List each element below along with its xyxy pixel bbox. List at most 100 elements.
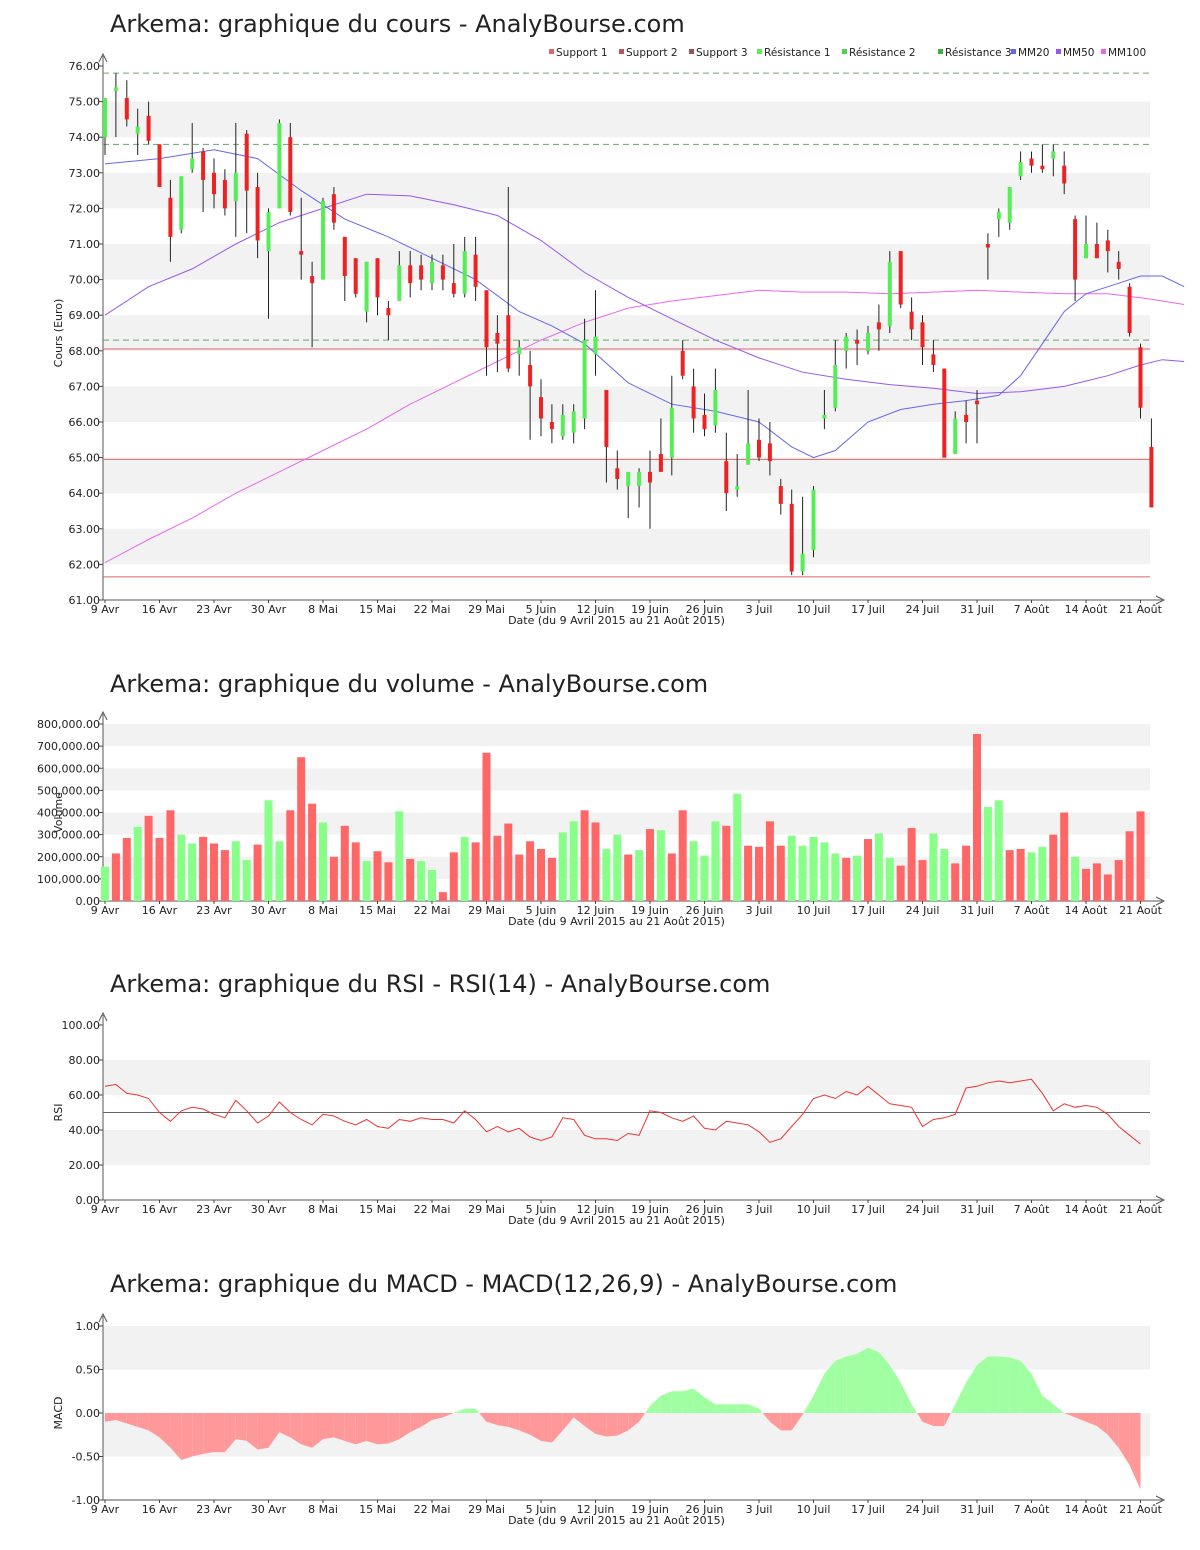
- macd-area-segment: [1031, 1373, 1043, 1413]
- candle-body: [800, 553, 805, 572]
- candle-body: [440, 265, 445, 280]
- macd-chart-title: Arkema: graphique du MACD - MACD(12,26,9…: [110, 1270, 898, 1298]
- candle-body: [953, 418, 958, 455]
- macd-area-segment: [530, 1413, 541, 1441]
- price-y-tick-label: 61.00: [69, 594, 101, 607]
- rsi-y-tick-label: 80.00: [69, 1054, 101, 1067]
- macd-area-segment: [235, 1413, 247, 1441]
- macd-y-axis-arrow: [98, 1312, 108, 1323]
- volume-bar: [210, 843, 218, 901]
- rsi-y-tick-label: 60.00: [69, 1089, 101, 1102]
- legend-swatch: [689, 49, 694, 54]
- volume-bar: [111, 853, 120, 901]
- macd-x-tick-label: 31 Juil: [960, 1503, 994, 1516]
- volume-x-tick-label: 10 Juil: [797, 904, 831, 917]
- macd-area-segment: [933, 1413, 945, 1427]
- rsi-x-tick-label: 5 Juin: [526, 1203, 557, 1216]
- macd-area-segment: [486, 1413, 498, 1426]
- candle-body: [299, 251, 304, 255]
- volume-bar: [1005, 850, 1014, 901]
- legend-entry: Résistance 3: [945, 47, 1012, 59]
- volume-grid-band: [103, 812, 1150, 835]
- candle-body: [1127, 286, 1132, 333]
- candle-body: [724, 461, 729, 494]
- macd-area-segment: [1075, 1413, 1086, 1422]
- volume-grid-band: [103, 724, 1150, 747]
- candle-body: [866, 333, 870, 351]
- price-grid-band: [103, 386, 1150, 422]
- volume-bar: [406, 858, 415, 901]
- volume-grid-band: [103, 768, 1150, 791]
- macd-area-segment: [857, 1347, 868, 1413]
- volume-bar: [776, 845, 785, 901]
- volume-bar: [864, 839, 872, 901]
- volume-y-tick-label: 500,000.00: [37, 784, 100, 797]
- price-y-tick-label: 73.00: [69, 167, 101, 180]
- price-x-tick-label: 12 Juin: [577, 603, 615, 616]
- macd-area-segment: [922, 1413, 934, 1427]
- volume-bar: [177, 834, 186, 901]
- macd-area-segment: [584, 1413, 596, 1434]
- candle-body: [637, 471, 642, 487]
- macd-area-segment: [762, 1413, 770, 1422]
- volume-bar: [417, 861, 426, 901]
- candle-body: [321, 201, 325, 280]
- rsi-x-tick-label: 10 Juil: [797, 1203, 831, 1216]
- macd-area-segment: [1020, 1360, 1032, 1413]
- rsi-y-axis-label: RSI: [52, 1104, 65, 1122]
- price-x-tick-label: 30 Avr: [251, 603, 287, 616]
- candle-body: [113, 87, 118, 91]
- volume-bar: [537, 849, 545, 901]
- macd-x-tick-label: 23 Avr: [196, 1503, 232, 1516]
- macd-area-segment: [966, 1365, 977, 1413]
- legend-swatch: [938, 49, 943, 54]
- volume-bar: [646, 829, 654, 901]
- macd-area-segment: [715, 1404, 727, 1413]
- candle-body: [669, 407, 674, 458]
- macd-grid-band: [103, 1326, 1150, 1370]
- macd-x-tick-label: 24 Juil: [906, 1503, 940, 1516]
- candle-body: [1138, 347, 1143, 408]
- macd-area-segment: [1009, 1357, 1021, 1413]
- volume-y-tick-label: 0.00: [76, 895, 101, 908]
- macd-area-segment: [279, 1413, 291, 1438]
- volume-y-tick-label: 800,000.00: [37, 718, 100, 731]
- candle-body: [277, 122, 282, 209]
- volume-bar: [438, 892, 447, 901]
- volume-bar: [635, 850, 644, 901]
- volume-bar: [624, 854, 633, 901]
- macd-area-segment: [410, 1413, 422, 1433]
- price-grid-band: [103, 528, 1150, 565]
- macd-x-tick-label: 22 Mai: [414, 1503, 451, 1516]
- volume-bar: [242, 860, 251, 901]
- volume-bar: [275, 841, 284, 901]
- volume-x-tick-label: 30 Avr: [251, 904, 287, 917]
- macd-area-segment: [878, 1352, 890, 1413]
- macd-area-segment: [813, 1373, 825, 1413]
- candle-body: [855, 340, 860, 344]
- rsi-chart-title: Arkema: graphique du RSI - RSI(14) - Ana…: [110, 970, 771, 998]
- volume-bar: [689, 841, 698, 901]
- macd-area-segment: [917, 1413, 923, 1422]
- volume-bar: [580, 810, 589, 901]
- macd-area-segment: [628, 1413, 640, 1431]
- macd-area-segment: [639, 1413, 646, 1422]
- price-y-tick-label: 70.00: [69, 274, 101, 287]
- macd-x-tick-label: 16 Avr: [142, 1503, 178, 1516]
- macd-area-segment: [780, 1413, 792, 1431]
- volume-bar: [973, 733, 981, 901]
- legend-swatch: [842, 49, 847, 54]
- price-x-tick-label: 21 Août: [1119, 603, 1163, 616]
- macd-area-segment: [475, 1408, 480, 1413]
- volume-bar: [722, 825, 731, 901]
- legend-swatch: [619, 49, 624, 54]
- price-y-tick-label: 66.00: [69, 416, 101, 429]
- legend-swatch: [1056, 49, 1061, 54]
- macd-area-segment: [617, 1413, 629, 1436]
- price-x-tick-label: 8 Mai: [308, 603, 338, 616]
- candle-body: [822, 414, 827, 419]
- macd-area-segment: [606, 1413, 618, 1437]
- candle-body: [1018, 162, 1023, 177]
- macd-area-segment: [203, 1413, 214, 1454]
- macd-area-segment: [650, 1395, 661, 1413]
